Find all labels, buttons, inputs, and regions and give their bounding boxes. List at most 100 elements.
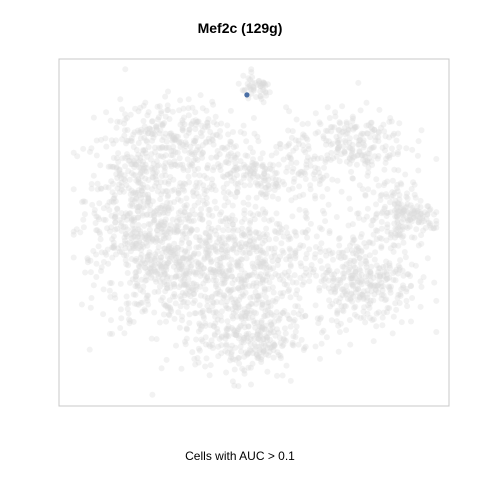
background-cell-point <box>218 280 225 287</box>
background-cell-point <box>158 121 165 128</box>
background-cell-point <box>259 299 266 306</box>
background-cell-point <box>349 118 356 125</box>
background-cell-point <box>206 237 213 244</box>
background-cell-point <box>358 231 365 237</box>
background-cell-point <box>377 265 383 272</box>
background-cell-point <box>222 254 229 261</box>
background-cell-point <box>249 314 256 320</box>
background-cell-point <box>121 120 128 127</box>
background-cell-point <box>198 336 205 343</box>
background-cell-point <box>155 162 162 169</box>
background-cell-point <box>116 172 123 179</box>
background-cell-point <box>197 237 204 244</box>
background-cell-point <box>384 178 391 185</box>
background-cell-point <box>265 245 272 252</box>
background-cell-point <box>205 234 212 241</box>
background-cell-point <box>220 280 227 287</box>
background-cell-point <box>174 228 181 235</box>
background-cell-point <box>179 263 186 270</box>
background-cell-point <box>114 175 121 181</box>
background-cell-point <box>214 132 221 139</box>
background-cell-point <box>340 249 347 256</box>
background-cell-point <box>229 221 236 228</box>
background-cell-point <box>153 179 160 186</box>
background-cell-point <box>175 264 182 271</box>
background-cell-point <box>201 293 208 300</box>
background-cell-point <box>260 336 267 343</box>
background-cell-point <box>265 330 272 337</box>
background-cell-point <box>382 203 388 210</box>
background-cell-point <box>418 127 425 134</box>
background-cell-point <box>362 273 369 280</box>
background-cell-point <box>145 198 152 204</box>
background-cell-point <box>350 175 356 182</box>
background-cell-point <box>193 119 200 126</box>
background-cell-point <box>212 308 219 315</box>
background-cell-point <box>341 264 348 271</box>
background-cell-point <box>167 222 174 229</box>
background-cell-point <box>176 183 183 190</box>
background-cell-point <box>357 315 364 321</box>
background-cell-point <box>221 292 228 299</box>
background-cell-point <box>161 222 168 229</box>
background-cell-point <box>180 166 187 173</box>
background-cell-point <box>205 277 212 284</box>
background-cell-point <box>139 150 146 157</box>
background-cell-point <box>222 216 229 223</box>
background-cell-point <box>124 213 131 219</box>
background-cell-point <box>338 188 345 195</box>
background-cell-point <box>368 145 375 151</box>
background-cell-point <box>400 206 407 213</box>
background-cell-point <box>312 195 319 202</box>
background-cell-point <box>256 77 263 84</box>
background-cell-point <box>373 287 379 294</box>
background-cell-point <box>93 137 100 144</box>
background-cell-point <box>130 318 137 325</box>
background-cell-point <box>206 233 213 239</box>
background-cell-point <box>251 238 257 245</box>
background-cell-point <box>141 167 148 174</box>
background-cell-point <box>116 119 123 125</box>
background-cell-point <box>269 324 276 331</box>
background-cell-point <box>151 217 158 224</box>
background-cell-point <box>135 179 142 186</box>
background-cell-point <box>190 300 197 307</box>
background-cell-point <box>219 144 225 151</box>
background-cell-point <box>151 261 158 268</box>
background-cell-point <box>171 240 178 247</box>
background-cell-point <box>174 244 181 251</box>
background-cell-point <box>307 266 314 273</box>
background-cell-point <box>246 272 253 279</box>
background-cell-point <box>246 166 253 173</box>
background-cell-point <box>238 266 245 273</box>
background-cell-point <box>220 294 227 301</box>
background-cell-point <box>302 213 309 220</box>
background-cell-point <box>170 227 177 234</box>
background-cell-point <box>261 348 268 355</box>
background-cell-point <box>227 357 234 364</box>
background-cell-point <box>147 212 154 219</box>
background-cell-point <box>260 231 267 238</box>
background-cell-point <box>373 236 380 243</box>
background-cell-point <box>268 321 275 328</box>
background-cell-point <box>192 269 198 276</box>
background-cell-point <box>422 224 429 231</box>
background-cell-point <box>352 268 359 275</box>
background-cell-point <box>264 334 270 341</box>
background-cell-point <box>367 124 374 130</box>
background-cell-point <box>285 288 292 295</box>
background-cell-point <box>84 259 91 266</box>
background-cell-point <box>414 208 421 214</box>
background-cell-point <box>324 269 331 276</box>
background-cell-point <box>146 232 153 239</box>
background-cell-point <box>336 126 343 133</box>
background-cell-point <box>222 331 229 338</box>
background-cell-point <box>204 273 211 280</box>
background-cell-point <box>317 121 324 128</box>
background-cell-point <box>334 310 341 317</box>
background-cell-point <box>383 296 390 303</box>
background-cell-point <box>233 299 240 306</box>
background-cell-point <box>128 138 135 145</box>
background-cell-point <box>214 266 221 273</box>
background-cell-point <box>208 337 215 344</box>
